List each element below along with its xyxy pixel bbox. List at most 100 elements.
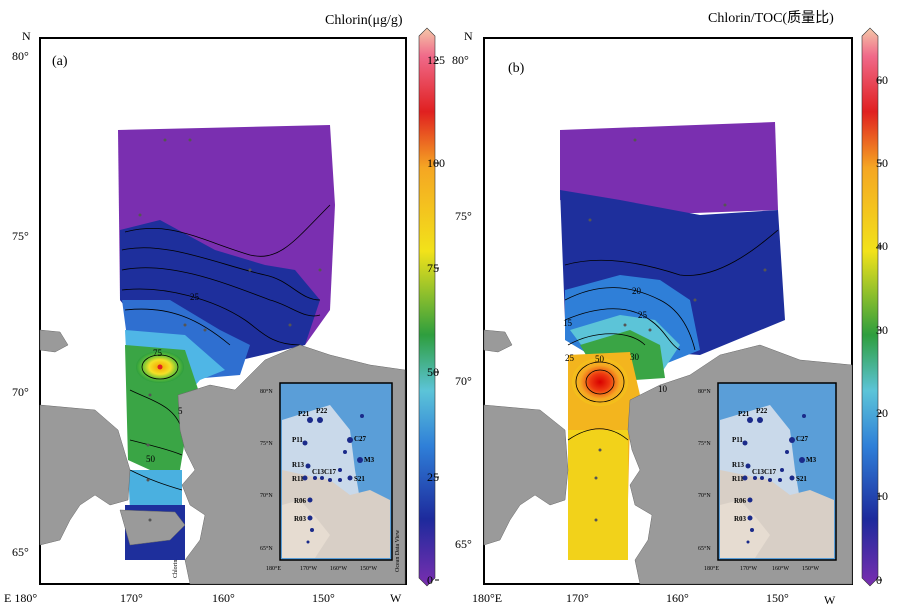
cbar-b-tick-60: 60 [876,73,888,87]
lon-label-b-150: 150° [766,591,789,605]
inset-b-lon-160: 160°W [772,565,789,572]
inset-a-P11: P11 [292,436,303,444]
panel-letter-a: (a) [52,54,68,69]
cbar-a-tick-0: 0 [427,573,433,587]
inset-a-R11: R11 [292,475,304,483]
cbar-b-tick-20: 20 [876,406,888,420]
inset-b-lon-180: 180°E [704,565,719,572]
west-label-b: W [824,593,836,607]
contour-label-a-75: 75 [153,348,163,358]
inset-b-R11: R11 [732,475,744,483]
inset-a-lon-150: 150°W [360,565,377,572]
contours-b [564,229,779,441]
inset-a-C27: C27 [354,435,367,443]
inset-b-R06: R06 [734,497,747,505]
inset-a-M3: M3 [364,456,375,464]
field-south-a [128,470,182,510]
cbar-b-tick-30: 30 [876,323,888,337]
cbar-b-tick-0: 0 [876,573,882,587]
stations-a [138,138,322,522]
colorbar-b: 60 50 40 30 20 10 0 [861,27,888,587]
contour-label-a-5: 5 [178,406,183,416]
inset-b-lon-170: 170°W [740,565,757,572]
lat-label-a-65: 65° [12,545,29,559]
inset-b-lat-75: 75°N [698,440,711,447]
lon-label-a-170: 170° [120,591,143,605]
inset-b-C17: C17 [764,468,777,476]
lat-label-b-70: 70° [455,374,472,388]
lat-label-a-80: 80° [12,49,29,63]
contour-label-a-50: 50 [146,454,156,464]
contours-a [121,204,331,491]
lat-label-b-75: 75° [455,209,472,223]
inset-a-P22: P22 [316,407,328,415]
inset-b-P11: P11 [732,436,743,444]
lat-label-a-70: 70° [12,385,29,399]
contour-label-b-20: 20 [632,286,642,296]
north-label-b: N [464,29,473,43]
side-text-a: Chlorin [173,560,179,578]
inset-a-C17: C17 [324,468,337,476]
inset-a-credit: Ocean Data View [395,529,401,572]
inset-b-P21: P21 [738,410,750,418]
inset-a-S21: S21 [354,475,365,483]
inset-a-lat-80: 80°N [260,388,273,395]
inset-b-lon-150: 150°W [802,565,819,572]
cbar-a-tick-25: 25 [427,470,439,484]
cbar-a-tick-125: 125 [427,53,445,67]
inset-a-R13: R13 [292,461,305,469]
inset-a-lon-170: 170°W [300,565,317,572]
cbar-b-tick-50: 50 [876,156,888,170]
panel-a: 75 50 25 5 Chlorin (a) Chlorin(μg/g) N 8… [4,13,445,605]
inset-a-lat-65: 65°N [260,545,273,552]
cbar-a-tick-75: 75 [427,261,439,275]
inset-b-C27: C27 [796,435,809,443]
lat-label-b-80: 80° [452,53,469,67]
contour-label-b-50: 50 [595,354,605,364]
lon-label-a-150: 150° [312,591,335,605]
inset-a-lon-180: 180°E [266,565,281,572]
stations-b [588,138,767,522]
inset-map-a: P21 P22 P11 R13 R11 C13 C17 R06 R03 C27 … [260,382,401,572]
cbar-b-tick-40: 40 [876,239,888,253]
inset-a-P21: P21 [298,410,310,418]
inset-a-R06: R06 [294,497,307,505]
panel-letter-b: (b) [508,61,525,76]
hotspot-b [572,358,628,406]
inset-b-C13: C13 [752,468,765,476]
contour-label-b-15: 15 [563,318,573,328]
cbar-b-tick-10: 10 [876,489,888,503]
title-b: Chlorin/TOC(质量比) [708,10,834,26]
colorbar-a: 125 100 75 50 25 0 [418,27,445,587]
inset-a-lat-70: 70°N [260,492,273,499]
west-label-a: W [390,591,402,605]
inset-a-R03: R03 [294,515,307,523]
lon-label-b-170: 170° [566,591,589,605]
inset-a-C13: C13 [312,468,325,476]
inset-b-R13: R13 [732,461,745,469]
contour-label-b-25b: 25 [565,353,575,363]
lat-label-a-75: 75° [12,229,29,243]
inset-b-R03: R03 [734,515,747,523]
field-yellow-south-b [568,430,628,560]
inset-a-lon-160: 160°W [330,565,347,572]
title-a: Chlorin(μg/g) [325,13,403,28]
field-purple-b [560,122,778,215]
east-label-a: E 180° [4,591,37,605]
lon-label-b-160: 160° [666,591,689,605]
contour-label-b-30: 30 [630,352,640,362]
contour-label-b-10: 10 [658,384,668,394]
lon-label-a-160: 160° [212,591,235,605]
inset-a-lat-75: 75°N [260,440,273,447]
contour-label-a-25: 25 [190,292,200,302]
lat-label-b-65: 65° [455,537,472,551]
east-label-b: 180°E [472,591,502,605]
inset-b-M3: M3 [806,456,817,464]
cbar-a-tick-50: 50 [427,365,439,379]
inset-b-lat-65: 65°N [698,545,711,552]
inset-b-lat-70: 70°N [698,492,711,499]
inset-b-S21: S21 [796,475,807,483]
north-label-a: N [22,29,31,43]
contour-label-b-25: 25 [638,310,648,320]
inset-b-P22: P22 [756,407,768,415]
